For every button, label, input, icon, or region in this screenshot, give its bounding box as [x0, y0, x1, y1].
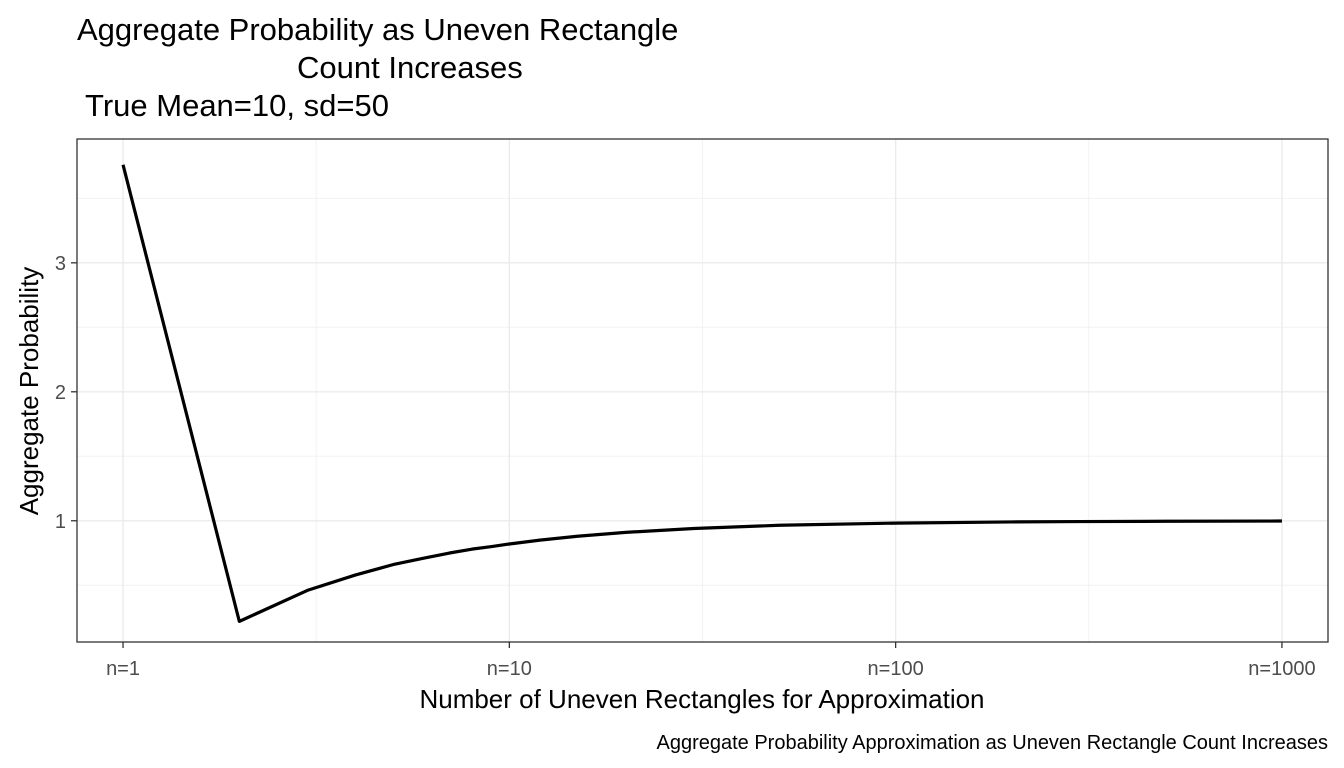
series-line — [121, 164, 1282, 623]
chart-title-line-2: Count Increases — [297, 50, 523, 85]
x-tick-label: n=10 — [487, 658, 532, 680]
x-tick-label: n=100 — [868, 658, 924, 680]
x-axis-title: Number of Uneven Rectangles for Approxim… — [419, 684, 984, 714]
chart-caption: Aggregate Probability Approximation as U… — [656, 732, 1328, 754]
y-tick-label: 1 — [55, 511, 66, 533]
y-axis-title: Aggregate Probability — [14, 267, 44, 516]
y-tick-label: 3 — [55, 253, 66, 275]
y-tick-label: 2 — [55, 382, 66, 404]
chart-subtitle: True Mean=10, sd=50 — [77, 88, 389, 123]
chart-title: Aggregate Probability as Uneven Rectangl… — [77, 12, 678, 123]
plot-panel-border — [76, 138, 1329, 643]
chart-title-line-1: Aggregate Probability as Uneven Rectangl… — [77, 12, 678, 47]
x-tick-label: n=1 — [106, 658, 140, 680]
x-tick-label: n=1000 — [1248, 658, 1315, 680]
tick-layer: n=1 n=10 n=100 n=1000 1 2 3 — [55, 253, 1316, 680]
